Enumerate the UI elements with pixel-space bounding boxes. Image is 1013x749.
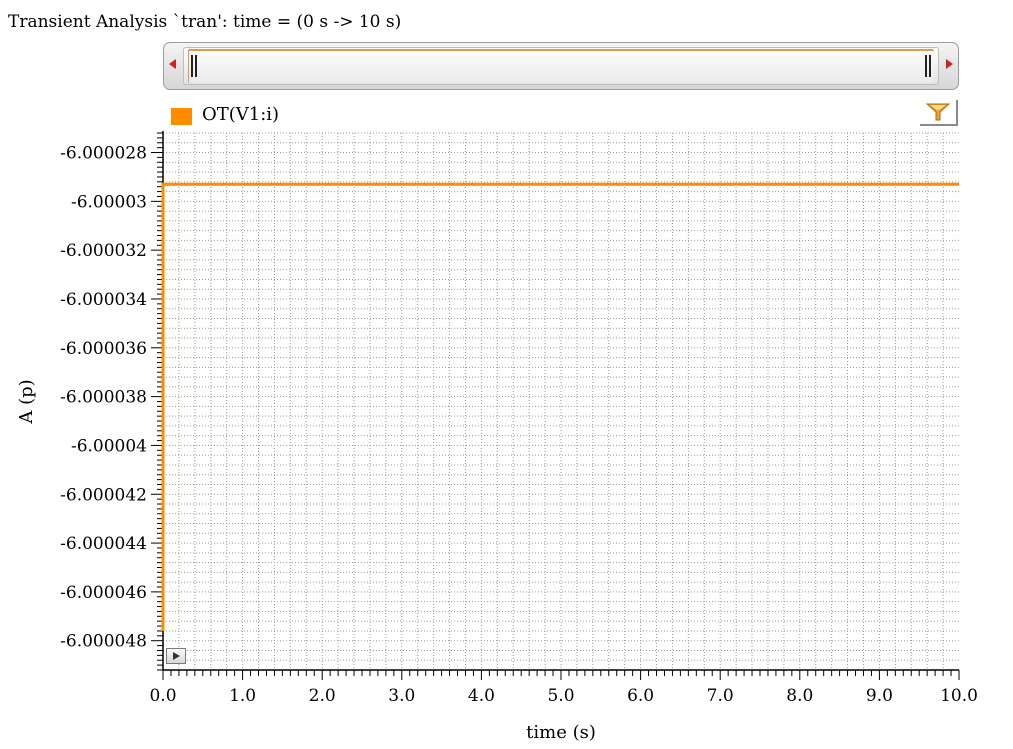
x-tick-label: 3.0 <box>388 686 415 706</box>
y-axis-label: A (p) <box>16 379 37 424</box>
series-line[interactable] <box>161 182 959 631</box>
x-tick-label: 9.0 <box>866 686 893 706</box>
x-tick-label: 0.0 <box>149 686 176 706</box>
y-tick-label: -6.000048 <box>60 632 147 652</box>
x-tick-label: 6.0 <box>627 686 654 706</box>
scroll-grip-right-icon[interactable] <box>925 55 931 77</box>
y-tick-label: -6.00003 <box>71 192 147 212</box>
y-tick-label: -6.000042 <box>60 485 147 505</box>
y-tick-label: -6.000034 <box>60 290 147 310</box>
y-tick-label: -6.000032 <box>60 241 147 261</box>
x-tick-label: 10.0 <box>940 686 978 706</box>
scroll-thumb[interactable] <box>188 49 934 83</box>
x-tick-label: 1.0 <box>229 686 256 706</box>
scroll-left-arrow-icon[interactable] <box>169 59 176 69</box>
y-tick-label: -6.000046 <box>60 583 147 603</box>
scroll-grip-left-icon[interactable] <box>191 55 197 77</box>
y-tick-label: -6.000036 <box>60 339 147 359</box>
axis-labels: 0.0 1.0 2.0 3.0 4.0 5.0 6.0 7.0 8.0 9.0 10.0 -6.000… <box>16 144 978 743</box>
x-tick-label: 4.0 <box>468 686 495 706</box>
legend-label[interactable]: OT(V1:i) <box>202 104 280 125</box>
y-tick-label: -6.000044 <box>60 534 147 554</box>
x-tick-label: 5.0 <box>547 686 574 706</box>
y-tick-label: -6.00004 <box>71 436 147 456</box>
header-title: Transient Analysis `tran': time = (0 s -… <box>8 12 402 32</box>
filter-button[interactable] <box>920 100 958 126</box>
axes <box>151 131 960 680</box>
legend-swatch[interactable] <box>171 108 192 125</box>
series-layer <box>161 182 959 631</box>
time-scroller[interactable] <box>163 42 959 90</box>
grid <box>163 132 959 671</box>
x-tick-label: 7.0 <box>707 686 734 706</box>
x-tick-label: 2.0 <box>309 686 336 706</box>
filter-icon <box>926 103 950 121</box>
y-tick-label: -6.000038 <box>60 388 147 408</box>
y-tick-label: -6.000028 <box>60 144 147 164</box>
x-tick-label: 8.0 <box>786 686 813 706</box>
x-axis-label: time (s) <box>526 722 596 743</box>
scroll-right-arrow-icon[interactable] <box>946 59 953 69</box>
play-icon <box>173 652 180 660</box>
play-button[interactable] <box>166 648 186 664</box>
